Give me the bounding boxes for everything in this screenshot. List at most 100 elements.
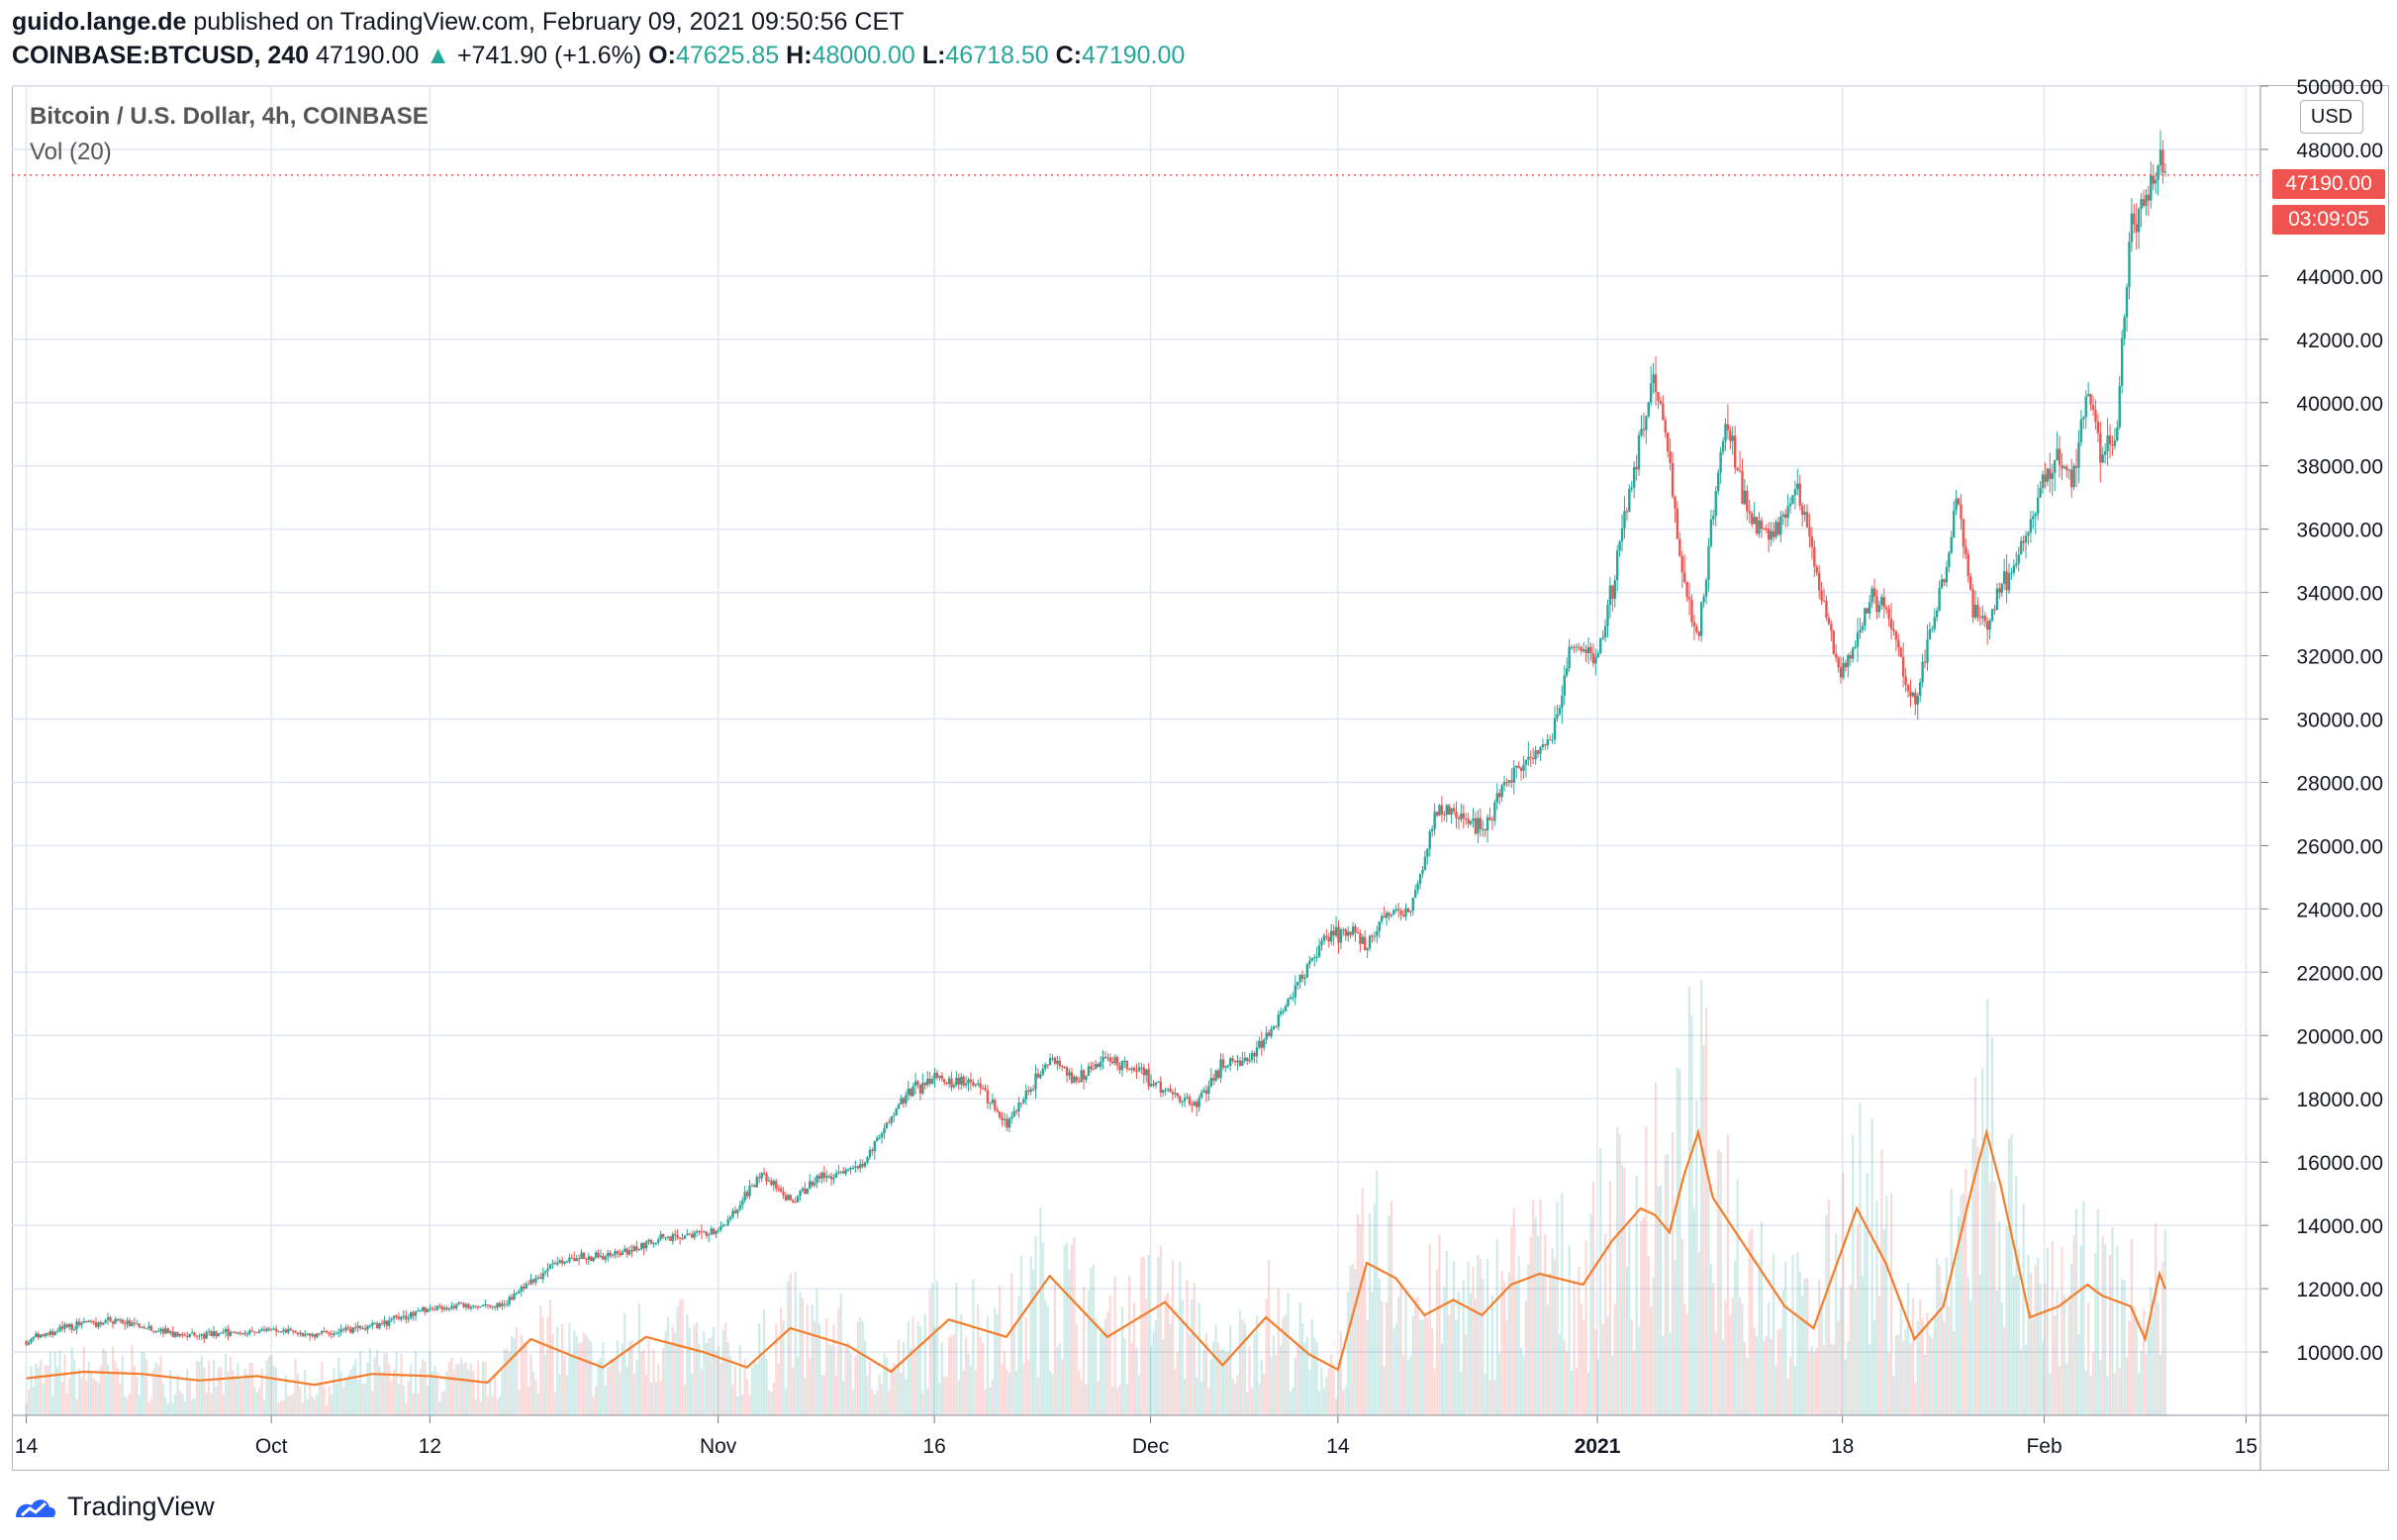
volume-bar [1036,1378,1040,1415]
candle-body [1339,929,1343,943]
tradingview-logo-icon[interactable] [12,1492,57,1521]
candle-body [1510,780,1513,783]
volume-bar [1854,1290,1857,1415]
countdown-tag: 03:09:05 [2272,205,2385,235]
candle-body [1539,746,1542,754]
volume-bar [508,1352,511,1415]
candle-body [1029,1089,1032,1093]
candle-body [316,1333,319,1338]
candle-body [2106,434,2109,452]
volume-bar [1169,1323,1172,1415]
candle-body [1325,935,1328,938]
candle-body [388,1319,391,1326]
candle-body [328,1332,331,1334]
candle-body [1897,639,1900,648]
candle-body [1736,467,1739,471]
volume-bar [431,1371,434,1415]
volume-bar [128,1394,132,1415]
candle-body [1894,630,1898,640]
volume-bar [378,1366,381,1415]
candle-body [856,1166,860,1169]
volume-bar [407,1381,410,1415]
volume-bar [515,1326,519,1415]
candle-body [1721,440,1725,452]
volume-bar [402,1386,405,1415]
candle-body [984,1088,987,1091]
candle-body [2036,497,2040,515]
volume-bar [1515,1283,1518,1415]
candle-body [1565,668,1569,676]
candle-body [1207,1086,1210,1095]
candle-body [1445,805,1448,816]
candle-body [726,1218,729,1225]
volume-bar [186,1369,189,1415]
volume-bar [1880,1149,1883,1415]
volume-bar [964,1336,968,1415]
volume-bar [1652,1277,1655,1415]
volume-bar [2101,1235,2104,1415]
y-tick-label: 28000.00 [2296,772,2383,795]
volume-bar [85,1380,88,1415]
volume-bar [2044,1283,2047,1415]
candle-body [652,1242,655,1244]
volume-bar [2027,1254,2030,1415]
candle-body [1342,929,1345,931]
volume-bar [1522,1355,1525,1415]
candle-body [2147,194,2151,201]
volume-bar [861,1321,864,1415]
candle-body [683,1235,687,1239]
candle-body [2158,149,2162,166]
candle-body [1837,657,1840,668]
volume-bar [1065,1242,1069,1415]
candle-body [346,1327,350,1329]
volume-bar [813,1320,816,1415]
volume-bar [809,1358,812,1415]
candle-body [1918,682,1922,696]
volume-bar [1204,1333,1208,1415]
volume-bar [1551,1248,1554,1415]
candle-body [1851,648,1855,659]
volume-bar [652,1349,655,1415]
candle-body [1075,1076,1078,1082]
candle-body [770,1180,773,1186]
volume-bar [1911,1298,1914,1415]
brand-name[interactable]: TradingView [67,1491,215,1521]
currency-badge[interactable]: USD [2300,100,2363,134]
candle-body [893,1115,896,1117]
candle-body [2082,417,2085,420]
candle-body [935,1072,939,1078]
candle-body [1618,541,1621,551]
volume-bar [92,1378,95,1415]
volume-bar [1428,1244,1431,1415]
candle-body [1647,402,1650,417]
candle-body [1546,739,1549,746]
candle-body [1125,1060,1128,1069]
candle-body [772,1181,776,1186]
volume-bar [815,1289,818,1415]
volume-bar [316,1394,319,1415]
candle-body [42,1334,45,1336]
volume-bar [1796,1252,1799,1415]
candle-body [1868,602,1871,614]
footer: TradingView [12,1487,215,1526]
candle-body [1746,490,1749,512]
candle-body [1817,572,1821,591]
author-name[interactable]: guido.lange.de [12,8,187,36]
volume-bar [1630,1319,1633,1415]
candle-body [156,1331,160,1333]
volume-bar [911,1316,914,1415]
volume-bar [1801,1296,1804,1415]
volume-bar [234,1378,237,1415]
candle-body [779,1188,783,1193]
volume-bar [262,1399,266,1415]
symbol-ohlc-line: COINBASE:BTCUSD, 240 47190.00 ▲ +741.90 … [12,42,1185,70]
volume-bar [1120,1306,1124,1415]
volume-bar [2017,1248,2020,1415]
volume-bar [1839,1288,1843,1415]
volume-bar [1176,1352,1179,1415]
candle-body [1731,435,1734,441]
volume-bar [1650,1306,1653,1415]
low-label: L: [921,42,946,69]
candle-body [513,1294,516,1300]
